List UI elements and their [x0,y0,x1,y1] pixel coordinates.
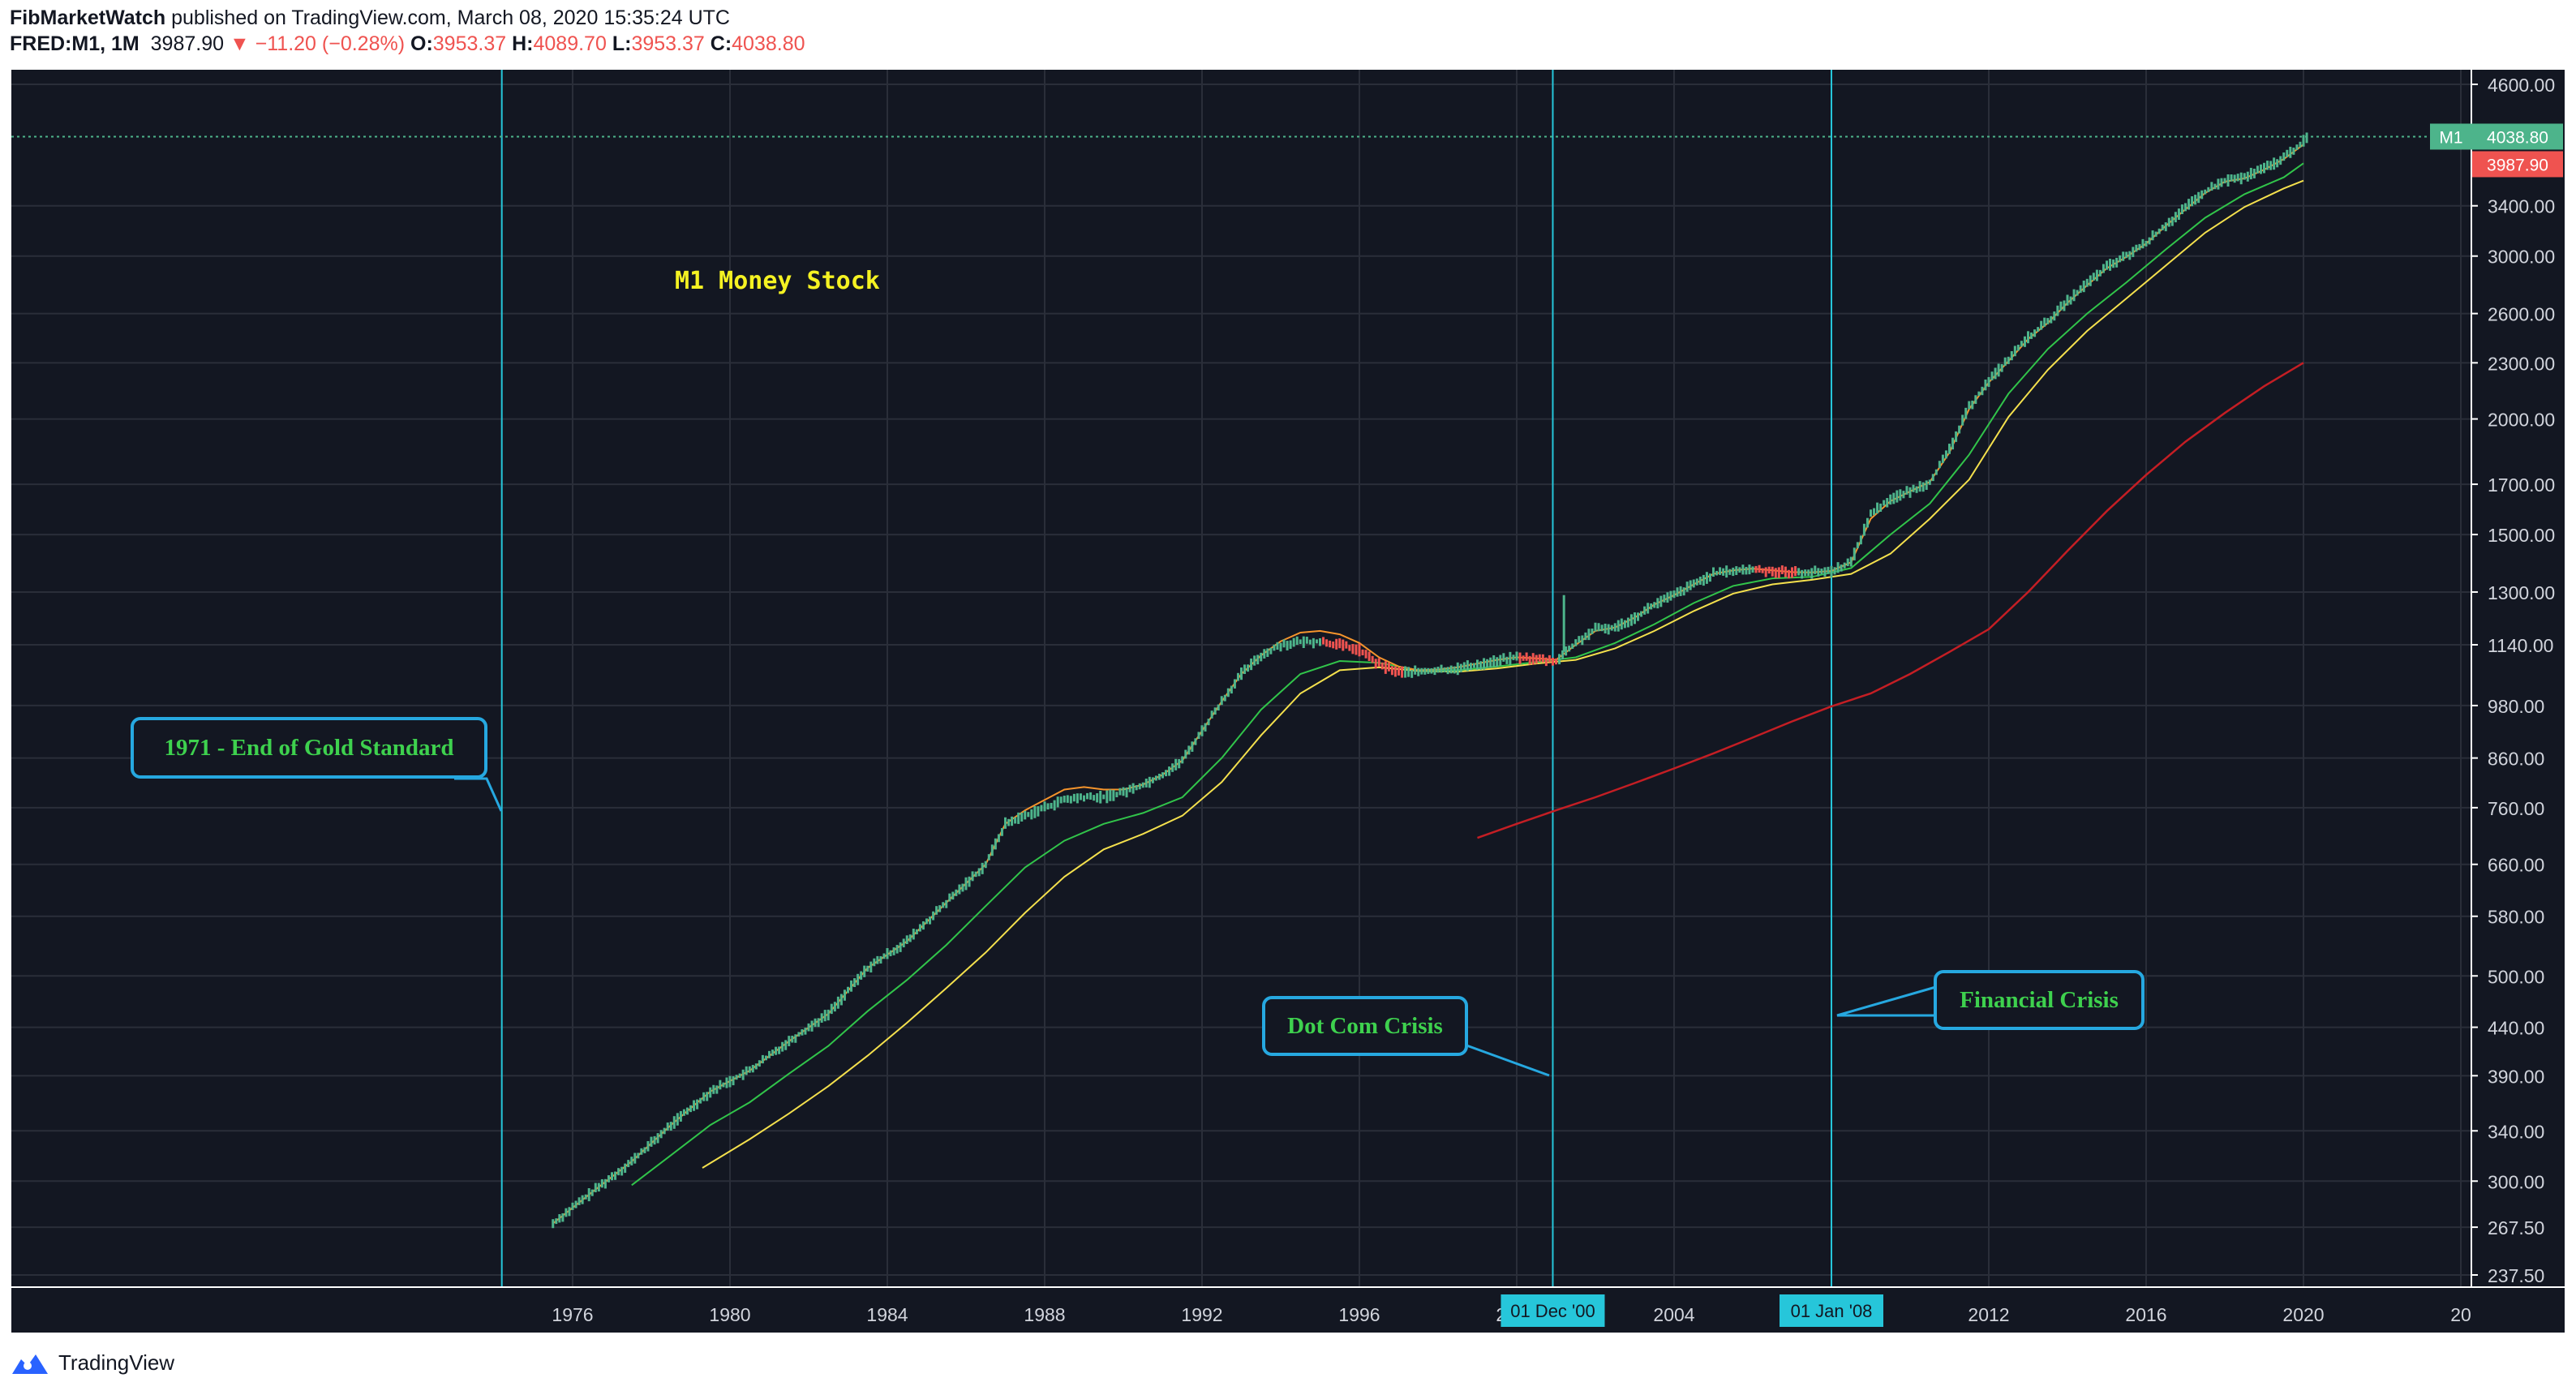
symbol-label: FRED:M1, 1M [10,32,140,55]
time-tick-label: 1980 [709,1304,750,1325]
author-name[interactable]: FibMarketWatch [10,6,166,29]
event-lines [500,70,1832,1287]
footer: TradingView [0,1333,2576,1395]
open-label: O: [410,32,433,55]
symbol-tag-bg [2430,123,2472,150]
time-tick-label: 2016 [2125,1304,2166,1325]
high-value: 4089.70 [533,32,607,55]
time-tick-label: 1988 [1024,1304,1065,1325]
last-price-tag-bg [2472,123,2563,150]
price-tick-label: 237.50 [2488,1265,2544,1286]
pointer-dot-com [1459,1041,1550,1077]
callout-gold-standard[interactable]: 1971 - End of Gold Standard [131,717,487,779]
price-tags: M1 4038.80 3987.90 [2430,123,2563,178]
price-tick-label: 580.00 [2488,907,2544,928]
time-tick-label: 1984 [866,1304,908,1325]
open-value: 3953.37 [432,32,507,55]
price-candles [552,132,2308,1229]
low-value: 3953.37 [631,32,705,55]
chart-background [11,70,2565,1333]
grid [11,70,2471,1287]
price-tick-label: 440.00 [2488,1018,2544,1039]
time-tick-label: 2004 [1653,1304,1694,1325]
date-marker-bg [1501,1294,1605,1327]
tradingview-brand: TradingView [58,1350,175,1375]
price-tick-label: 267.50 [2488,1217,2544,1238]
price-tick-label: 760.00 [2488,798,2544,819]
published-text: published on TradingView.com, March 08, … [171,6,730,29]
ohlc-line: FRED:M1, 1M 3987.90 ▼ −11.20 (−0.28%) O:… [10,32,805,56]
price-tick-label: 300.00 [2488,1171,2544,1192]
series-layer [11,132,2471,1229]
time-tick-label: 1996 [1338,1304,1380,1325]
close-price-tag: 3987.90 [2487,156,2548,174]
close-value: 4038.80 [732,32,805,55]
series-line-4 [1477,362,2304,839]
time-tick-label: 2020 [2282,1304,2324,1325]
price-tick-label: 1300.00 [2488,582,2555,603]
price-tick-label: 3400.00 [2488,196,2555,217]
callout-gold-standard-text: 1971 - End of Gold Standard [164,734,454,761]
price-tick-label: 1140.00 [2488,635,2553,656]
price-tick-label: 1700.00 [2488,474,2555,496]
symbol-tag: M1 [2439,128,2462,147]
callout-financial-crisis-text: Financial Crisis [1960,986,2119,1013]
chart-header: FibMarketWatch published on TradingView.… [0,0,2576,68]
date-marker-bg [1780,1294,1883,1327]
price-tick-label: 660.00 [2488,855,2544,876]
time-tick-label: 1992 [1181,1304,1222,1325]
last-price: 3987.90 [150,32,225,55]
price-tick-label: 340.00 [2488,1121,2544,1142]
time-tick-label: 20 [2450,1304,2471,1325]
time-tick-label: 1976 [552,1304,593,1325]
chart-area[interactable]: M1 Money Stock 4600.00 3400.00 3000.00 2600… [0,68,2576,1333]
high-label: H: [512,32,534,55]
callout-pointers [454,777,1939,1077]
price-axis[interactable]: 4600.00 3400.00 3000.00 2600.00 2300.00 2000.… [2471,75,2555,1286]
date-marker-label: 01 Dec '00 [1510,1301,1595,1321]
close-label: C: [710,32,732,55]
price-change: ▼ −11.20 (−0.28%) [229,32,406,55]
price-tick-label: 2000.00 [2488,410,2555,431]
price-tick-label: 2300.00 [2488,353,2555,374]
price-tick-label: 3000.00 [2488,247,2555,268]
tradingview-cloud-icon [12,1354,48,1374]
price-tick-label: 980.00 [2488,696,2544,717]
pointer-gold-standard [454,777,503,812]
callout-financial-crisis[interactable]: Financial Crisis [1934,970,2145,1030]
price-tick-label: 1500.00 [2488,525,2555,546]
last-price-tag: 4038.80 [2487,128,2548,147]
series-line-3 [702,179,2304,1169]
chart-title: M1 Money Stock [675,267,880,295]
callout-dot-com-text: Dot Com Crisis [1287,1012,1443,1039]
tradingview-logo[interactable]: TradingView [10,1350,174,1376]
low-label: L: [612,32,632,55]
date-marker-label: 01 Jan '08 [1791,1301,1873,1321]
price-tick-label: 390.00 [2488,1066,2544,1087]
price-tick-label: 500.00 [2488,966,2544,987]
pointer-financial-crisis [1836,985,1939,1017]
time-tick-label: 2012 [1968,1304,2009,1325]
price-tick-label: 2600.00 [2488,304,2555,325]
close-price-tag-bg [2472,151,2563,178]
time-axis[interactable]: 1976198019841988199219962000200420082012… [552,1294,2471,1327]
price-tick-label: 860.00 [2488,749,2544,770]
callout-dot-com[interactable]: Dot Com Crisis [1262,996,1468,1056]
price-tick-label: 4600.00 [2488,75,2555,96]
publish-line: FibMarketWatch published on TradingView.… [10,6,730,30]
